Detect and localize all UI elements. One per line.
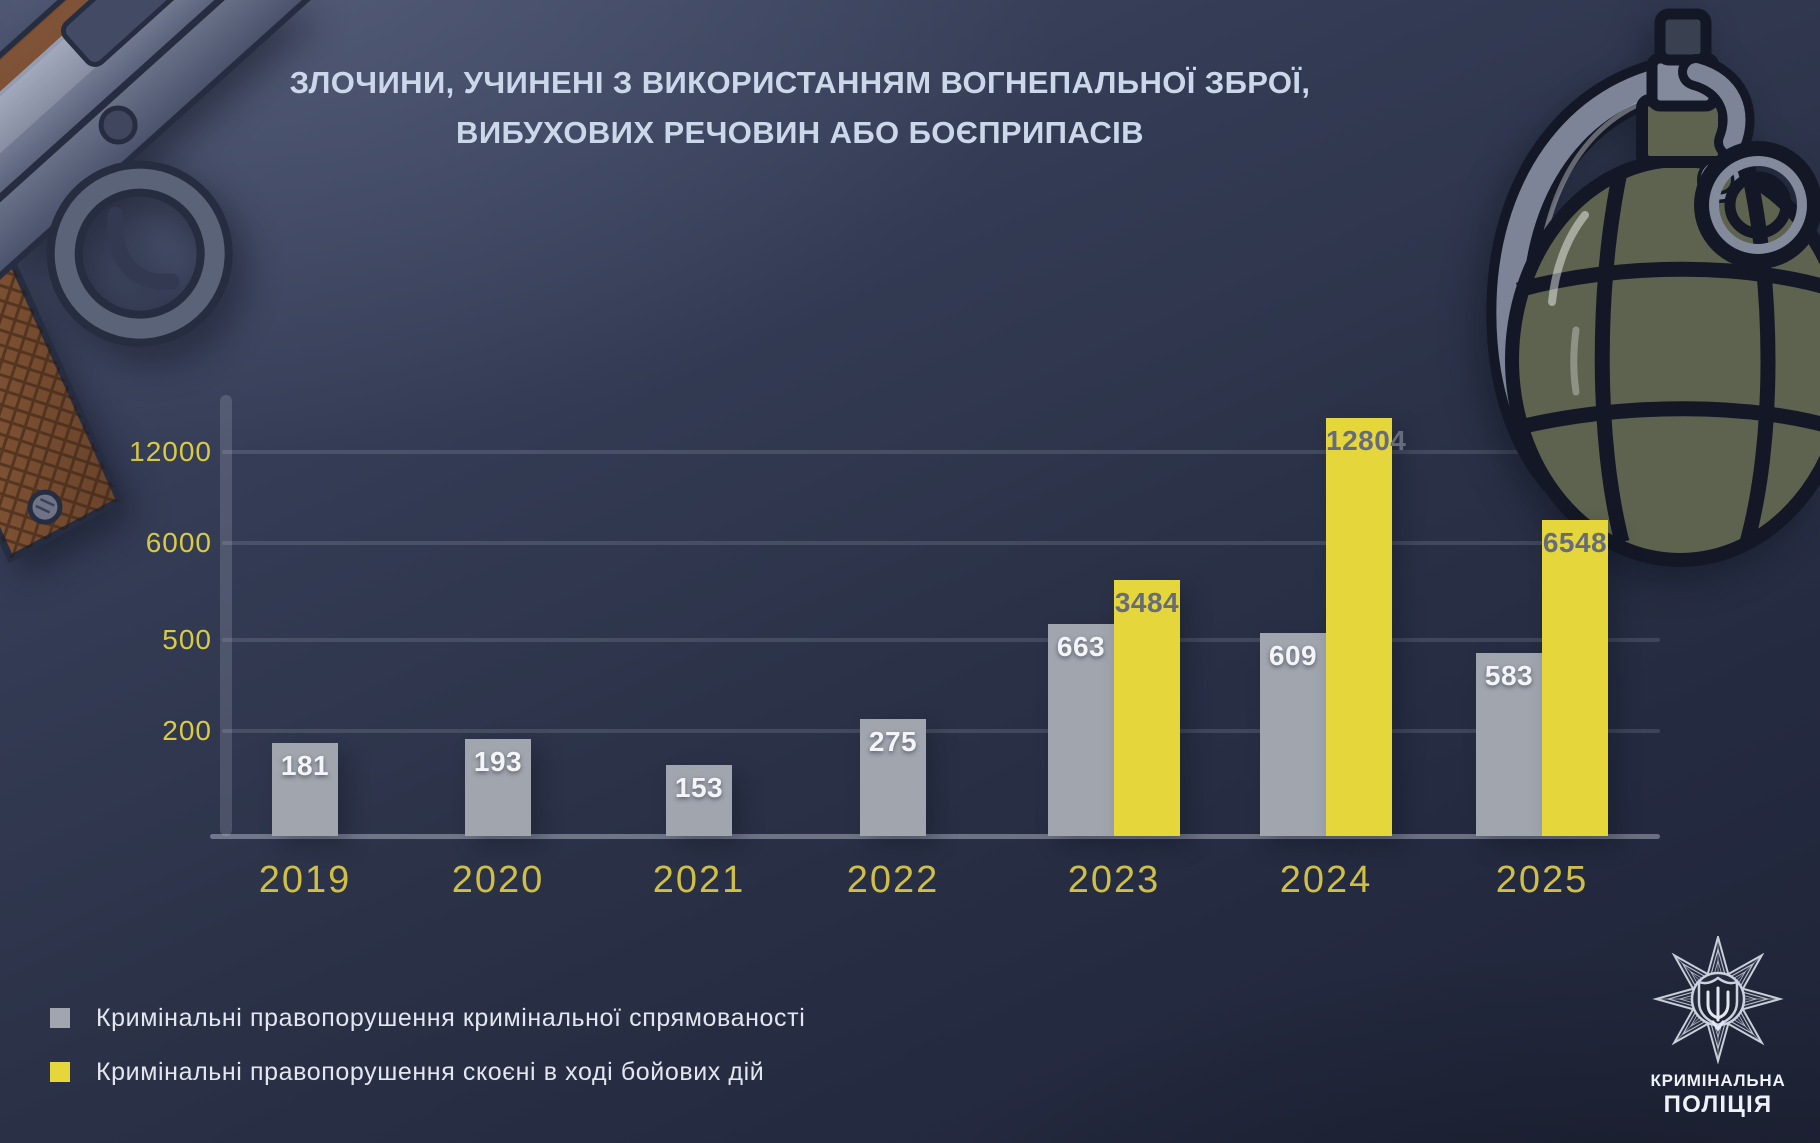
bar-combat: 3484 [1114,580,1180,836]
legend-swatch-gray [50,1008,70,1028]
legend-item-label: Кримінальні правопорушення кримінальної … [96,1003,806,1032]
bar-value-label: 3484 [1114,587,1180,618]
bar-group: 663 3484 2023 [1048,580,1180,901]
legend-swatch-yellow [50,1062,70,1082]
bar-group: 275 2022 [847,719,937,901]
chart-title: ЗЛОЧИНИ, УЧИНЕНІ З ВИКОРИСТАННЯМ ВОГНЕПА… [255,58,1345,158]
logo-line1: КРИМІНАЛЬНА [1650,1071,1786,1090]
y-axis-tick-label: 6000 [145,527,212,558]
gridline [222,638,1660,642]
police-badge-star-icon [1652,933,1784,1065]
bar-criminal: 193 [465,739,531,836]
bar-group: 181 2019 [259,743,349,901]
x-axis-label: 2020 [451,859,545,901]
bar-criminal: 583 [1476,653,1542,836]
x-axis-label: 2024 [1279,859,1373,901]
gridline [222,450,1660,454]
legend-item-combat: Кримінальні правопорушення скоєні в ході… [50,1056,805,1088]
y-axis-tick-label: 200 [162,715,212,746]
y-axis-tick-label: 12000 [129,436,212,467]
bar-value-label: 181 [280,750,330,781]
bar-value-label: 275 [868,726,918,757]
x-axis-line [210,834,1660,839]
bar-group: 153 2021 [653,765,743,901]
logo-line2: ПОЛІЦІЯ [1663,1091,1773,1118]
bar-criminal: 609 [1260,633,1326,836]
grenade-illustration [1486,8,1820,567]
legend: Кримінальні правопорушення кримінальної … [50,1002,805,1110]
gridline [222,541,1660,545]
bar-criminal: 663 [1048,624,1114,836]
bar-value-label: 583 [1484,660,1534,691]
bar-combat: 6548 [1542,520,1608,836]
bar-group: 583 6548 2025 [1476,520,1608,901]
y-axis-line [220,395,232,836]
legend-item-label: Кримінальні правопорушення скоєні в ході… [96,1057,765,1086]
bar-value-label: 609 [1268,640,1318,671]
y-axis-tick-label: 500 [162,624,212,655]
chart-title-line1: ЗЛОЧИНИ, УЧИНЕНІ З ВИКОРИСТАННЯМ ВОГНЕПА… [289,65,1311,100]
bar-group: 193 2020 [452,739,542,901]
bar-value-label: 193 [473,746,523,777]
x-axis-label: 2023 [1067,859,1161,901]
bar-value-label: 6548 [1542,527,1608,558]
pistol-illustration [0,0,368,564]
bar-combat: 12804 [1326,418,1407,836]
gridline [222,729,1660,733]
x-axis-label: 2022 [846,859,940,901]
legend-item-criminal: Кримінальні правопорушення кримінальної … [50,1002,805,1034]
police-badge: КРИМІНАЛЬНА ПОЛІЦІЯ [1641,933,1795,1119]
bar-group: 609 12804 2024 [1260,418,1407,901]
x-axis-label: 2025 [1495,859,1589,901]
bar-criminal: 153 [666,765,732,836]
chart-title-line2: ВИБУХОВИХ РЕЧОВИН АБО БОЄПРИПАСІВ [456,115,1144,150]
bar-value-label: 663 [1056,631,1106,662]
bar-value-label: 12804 [1326,425,1407,456]
bar-criminal: 181 [272,743,338,836]
bar-value-label: 153 [674,772,724,803]
x-axis-label: 2019 [258,859,352,901]
bar-criminal: 275 [860,719,926,836]
x-axis-label: 2021 [652,859,746,901]
